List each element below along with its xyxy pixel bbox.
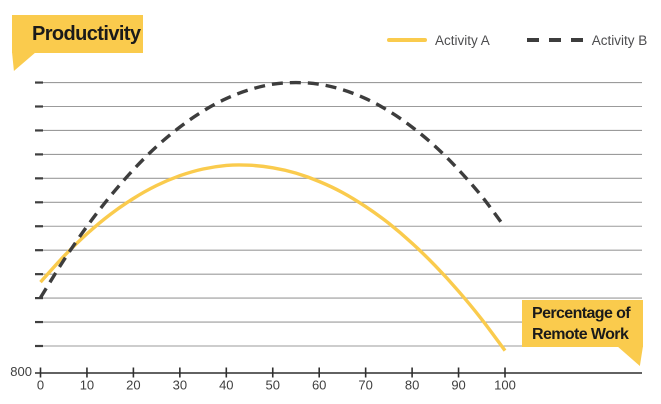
y-axis-callout-label: Productivity bbox=[32, 23, 141, 45]
activity-b-dash-swatch-icon bbox=[526, 38, 583, 42]
x-tick-label: 0 bbox=[37, 378, 44, 393]
y-axis-baseline-label: 800 bbox=[10, 364, 32, 379]
legend-label-activity-a: Activity A bbox=[435, 32, 490, 48]
legend-label-activity-b: Activity B bbox=[591, 32, 648, 48]
x-tick-label: 70 bbox=[358, 378, 372, 393]
series-line-activity-a bbox=[39, 163, 507, 352]
x-tick-label: 50 bbox=[266, 378, 280, 393]
x-tick-label: 20 bbox=[126, 378, 140, 393]
x-tick-label: 80 bbox=[405, 378, 419, 393]
chart-legend: Activity A Activity B bbox=[387, 32, 647, 48]
x-tick-label: 10 bbox=[80, 378, 94, 393]
series-line-activity-b bbox=[39, 80, 507, 299]
activity-a-line-swatch-icon bbox=[387, 38, 427, 42]
x-axis-callout-line2: Remote Work bbox=[532, 326, 629, 343]
y-axis-callout: Productivity bbox=[12, 15, 143, 53]
x-tick-label: 90 bbox=[451, 378, 465, 393]
x-axis-callout-line1: Percentage of bbox=[532, 305, 631, 322]
x-tick-label: 60 bbox=[312, 378, 326, 393]
x-axis-callout: Percentage of Remote Work bbox=[522, 300, 643, 347]
x-tick-label: 40 bbox=[219, 378, 233, 393]
x-tick-label: 30 bbox=[173, 378, 187, 393]
x-tick-label: 100 bbox=[494, 378, 516, 393]
